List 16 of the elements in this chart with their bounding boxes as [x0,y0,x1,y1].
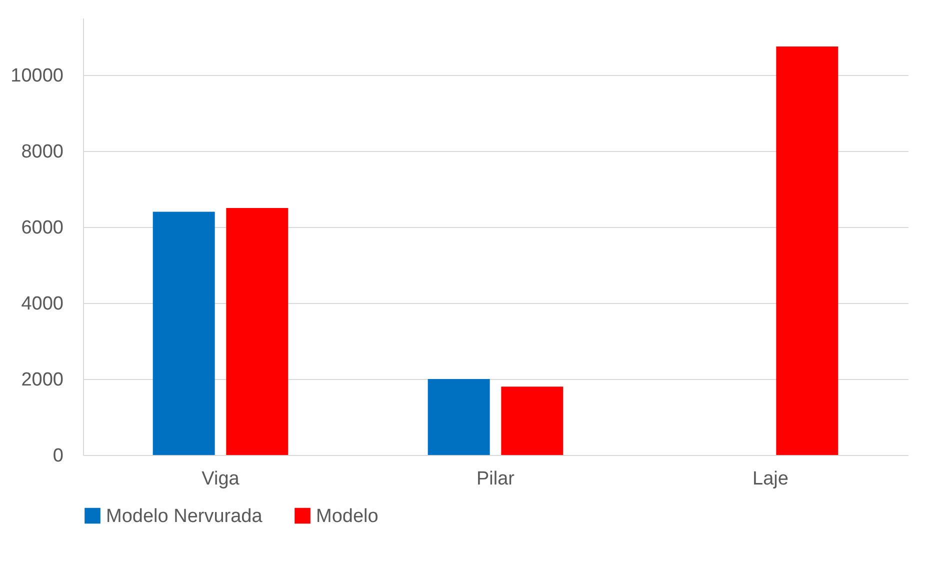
bar [776,46,838,455]
x-tick-label: Viga [202,468,240,490]
y-tick-label: 8000 [21,142,64,162]
bar [501,386,564,455]
y-tick-label: 10000 [10,66,64,86]
bar [152,212,215,455]
x-tick-label: Pilar [476,468,516,490]
y-tick-label: 6000 [21,218,64,238]
y-tick-label: 2000 [21,370,64,390]
y-tick-label: 0 [52,446,64,466]
y-tick-label: 4000 [21,294,64,314]
bar [226,208,288,455]
x-tick-label: Laje [752,468,788,490]
legend-label: Modelo Nervurada [106,506,263,527]
legend-label: Modelo [316,506,378,527]
bar [428,379,490,455]
